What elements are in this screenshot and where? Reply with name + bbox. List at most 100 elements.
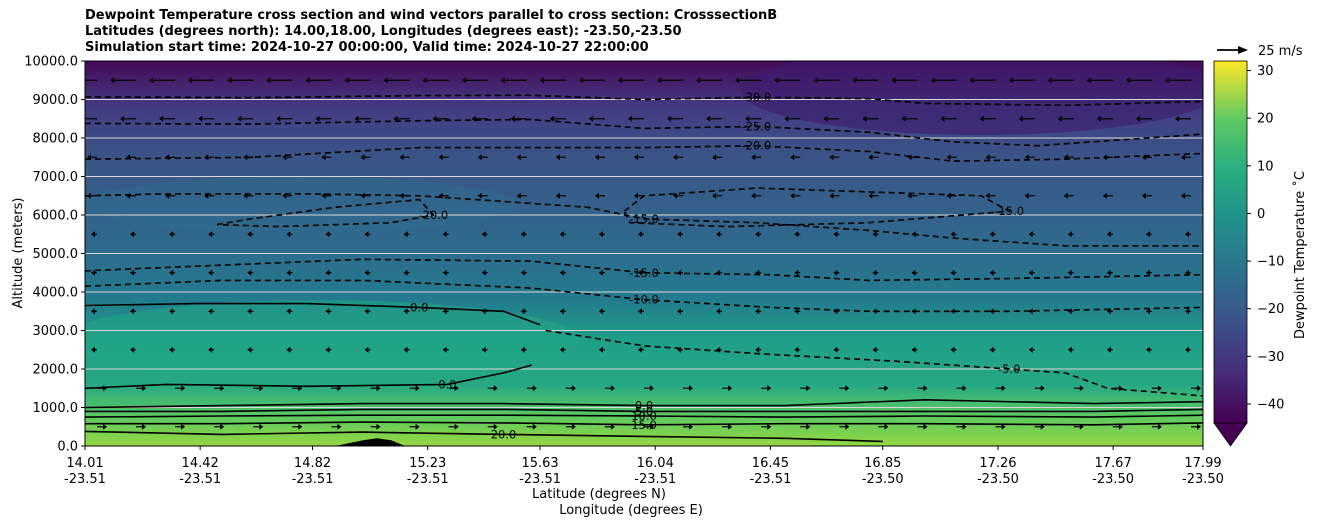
wind-arrow-head [555,192,560,199]
wind-arrow-128 [559,231,566,238]
wind-arrow-head [149,77,154,84]
wind-arrow-27 [1125,77,1152,84]
wind-arrow-head [673,154,678,161]
wind-arrow-65 [360,154,371,161]
wind-arrow-178 [247,308,254,315]
wind-arrow-head [845,423,850,430]
wind-arrow-189 [677,308,684,315]
wind-arrow-head [712,192,717,199]
wind-arrow-head [181,385,186,392]
plot-area: -30.0 -25.0 -20.0 -15.0 -20.0 -15.0 -15.0 -10.0… [84,60,1204,447]
contour-label-5: -15.0 [994,204,1024,218]
wind-arrow-head [751,192,756,199]
wind-arrow-167 [950,269,957,276]
wind-arrow-233 [136,385,147,392]
wind-arrow-head [399,192,404,199]
contour-line-0 [85,94,1203,107]
y-tick-label-2: 2000.0 [33,363,79,378]
wind-arrow-head [403,308,408,315]
wind-arrow-head [790,154,795,161]
wind-arrow-head [276,115,281,122]
wind-arrow-188 [638,308,644,315]
wind-arrow-268 [370,423,381,430]
wind-arrow-head [520,269,525,276]
wind-arrow-133 [755,231,762,238]
wind-arrow-72 [634,154,644,161]
wind-arrow-261 [97,423,107,430]
wind-arrow-head [516,192,521,199]
wind-arrow-226 [989,346,996,353]
wind-arrow-201 [1145,308,1152,315]
wind-arrow-head [833,269,838,276]
wind-arrow-head [208,231,213,238]
contour-line-2 [85,144,1203,162]
wind-arrow-head [1057,115,1062,122]
wind-arrow-head [911,346,916,353]
y-tick-label-8: 8000.0 [33,132,79,147]
wind-arrow-138 [950,231,957,238]
wind-arrow-head [1067,308,1072,315]
wind-arrow-head [940,115,945,122]
wind-arrow-272 [526,423,537,430]
wind-arrow-106 [829,192,840,199]
x-tick-lon-7: -23.50 [862,472,904,487]
wind-arrow-head [1086,77,1091,84]
contour-label-1: -25.0 [741,119,771,133]
x-axis-label: Latitude (degrees N) [532,487,666,502]
wind-arrow-10 [461,77,488,84]
wind-arrow-head [103,423,107,430]
contour-label-2: -20.0 [741,139,771,153]
wind-arrow-228 [1067,346,1074,353]
wind-arrow-29 [85,118,97,120]
wind-arrow-230 [1145,346,1152,353]
wind-arrow-head [1008,77,1013,84]
wind-arrow-head [884,385,889,392]
wind-arrow-129 [598,231,605,238]
wind-arrow-head [638,231,642,238]
wind-arrow-head [130,308,135,315]
wind-arrow-244 [565,385,576,392]
moist-band-left [85,177,520,233]
wind-arrow-head [901,115,906,122]
wind-arrow-head [784,115,789,122]
wind-arrow-head [438,192,443,199]
wind-arrow-head [532,423,537,430]
wind-arrow-16 [696,77,723,84]
wind-arrow-head [376,385,381,392]
wind-arrow-123 [364,231,371,238]
wind-arrow-96 [438,192,449,199]
wind-arrow-229 [1106,346,1113,353]
wind-arrow-head [618,77,622,84]
y-tick-label-9: 9000.0 [33,93,79,108]
wind-arrow-99 [555,192,566,199]
wind-arrow-head [286,231,291,238]
wind-arrow-289 [1191,423,1201,430]
contour-label-13: 10.0 [631,409,657,423]
wind-arrow-head [907,192,912,199]
wind-arrow-2 [149,77,176,84]
wind-arrow-253 [917,385,928,392]
wind-arrow-head [1067,269,1072,276]
wind-arrow-head [237,115,242,122]
wind-arrow-278 [761,423,772,430]
wind-arrow-head [516,154,521,161]
wind-arrow-head [1135,115,1140,122]
wind-arrow-head [806,385,811,392]
wind-arrow-head [549,115,554,122]
wind-arrow-head [208,346,213,353]
wind-arrow-247 [683,385,694,392]
wind-arrow-107 [868,192,879,199]
wind-arrow-head [767,423,772,430]
wind-arrow-head [481,231,486,238]
wind-arrow-head [1079,385,1084,392]
wind-arrow-174 [91,308,97,315]
wind-arrow-34 [276,115,293,122]
wind-arrow-head [829,192,834,199]
wind-arrow-22 [930,77,957,84]
contour-label-6: -15.0 [629,266,659,280]
wind-arrow-head [1028,308,1033,315]
wind-arrow-head [1040,385,1045,392]
wind-arrow-117 [130,231,137,238]
wind-arrow-259 [1151,385,1162,392]
wind-arrow-75 [751,154,762,161]
